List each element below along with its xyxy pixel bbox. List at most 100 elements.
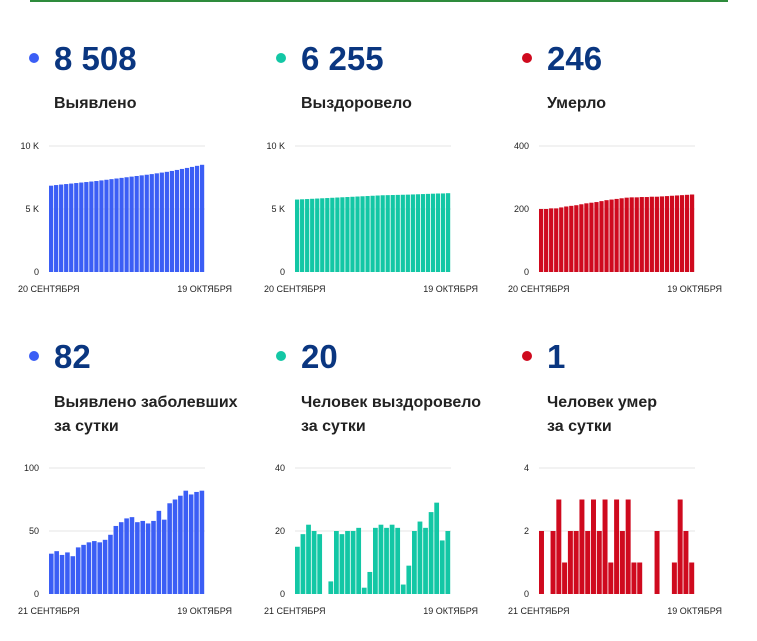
bar: [412, 531, 417, 594]
bar: [59, 184, 64, 272]
bar: [69, 183, 74, 272]
bar: [300, 534, 306, 594]
bar: [384, 527, 389, 594]
bar: [567, 531, 573, 594]
bar: [149, 174, 154, 272]
bar: [435, 193, 441, 272]
bar: [378, 524, 384, 594]
bar: [86, 542, 92, 594]
x-tick-label-start: 20 СЕНТЯБРЯ: [264, 284, 326, 294]
stat-label: Человек умер за сутки: [547, 394, 658, 435]
y-tick-label: 0: [280, 589, 285, 599]
bar: [562, 562, 568, 594]
bar: [428, 512, 434, 594]
stat-value: 1: [547, 338, 566, 375]
x-tick-label-end: 19 ОКТЯБРЯ: [667, 606, 722, 616]
bar: [400, 194, 405, 272]
bar: [345, 531, 350, 594]
bar: [360, 196, 365, 272]
bar: [549, 208, 554, 272]
bar: [637, 562, 643, 594]
bar: [579, 499, 585, 594]
chart-daily-deaths: 0 2 4 21 СЕНТЯБРЯ 19 ОКТЯБРЯ: [508, 463, 722, 616]
bar: [151, 520, 156, 594]
bar: [113, 525, 119, 594]
bar: [325, 198, 330, 272]
bar: [395, 527, 401, 594]
bar: [425, 193, 431, 272]
bar: [591, 499, 596, 594]
bar: [179, 168, 185, 272]
x-tick-label-start: 21 СЕНТЯБРЯ: [508, 606, 570, 616]
bar: [385, 195, 390, 272]
chart-daily-recovered: 0 20 40 21 СЕНТЯБРЯ 19 ОКТЯБРЯ: [264, 463, 478, 616]
bar: [445, 531, 451, 594]
bar: [356, 527, 362, 594]
bar: [689, 562, 695, 594]
bar: [440, 193, 446, 272]
bar: [599, 201, 604, 272]
y-tick-label: 0: [524, 267, 529, 277]
bar: [677, 499, 683, 594]
bar: [145, 523, 151, 594]
bar: [550, 531, 556, 594]
status-dot: [522, 351, 532, 361]
stat-label: Умерло: [547, 95, 606, 112]
bar: [609, 199, 614, 272]
bar: [139, 175, 144, 272]
y-tick-label: 5 K: [271, 204, 285, 214]
bar: [410, 194, 415, 272]
bar: [439, 540, 445, 594]
bar: [395, 194, 400, 272]
bar: [544, 209, 549, 272]
bar: [320, 198, 325, 272]
bar: [664, 196, 670, 272]
bar: [109, 179, 114, 272]
bar: [415, 194, 421, 272]
bar: [569, 205, 574, 272]
bar: [54, 185, 59, 272]
bar: [584, 203, 589, 272]
y-tick-label: 50: [29, 526, 39, 536]
bar: [295, 546, 300, 594]
stat-label: Выявлено заболевших за сутки: [54, 394, 238, 435]
y-tick-label: 0: [280, 267, 285, 277]
bar: [539, 209, 544, 272]
bar: [365, 196, 370, 272]
bar: [614, 198, 619, 272]
bar: [556, 499, 562, 594]
bar: [559, 207, 564, 272]
bar: [614, 499, 620, 594]
bar: [199, 490, 205, 594]
bar: [79, 182, 84, 272]
bar: [596, 531, 602, 594]
bar: [589, 202, 594, 272]
bar: [99, 180, 104, 272]
bar: [54, 551, 59, 594]
bar: [390, 195, 395, 272]
status-dot: [276, 351, 286, 361]
bar: [683, 531, 689, 594]
bar: [104, 179, 109, 272]
bar: [81, 544, 86, 594]
bar: [370, 195, 375, 272]
bar: [94, 181, 99, 272]
bar: [539, 531, 544, 594]
bar: [373, 527, 378, 594]
stat-value: 20: [301, 338, 338, 375]
x-tick-label-start: 21 СЕНТЯБРЯ: [18, 606, 80, 616]
bar: [64, 184, 69, 272]
bar: [156, 510, 162, 594]
bar: [194, 491, 199, 594]
bar: [554, 208, 559, 272]
bar: [159, 172, 164, 272]
bar: [659, 196, 665, 272]
bar: [70, 556, 76, 594]
status-dot: [29, 351, 39, 361]
stat-value: 246: [547, 40, 603, 77]
bar: [300, 199, 305, 272]
chart-total-cases: 0 5 K 10 K 20 СЕНТЯБРЯ 19 ОКТЯБРЯ: [18, 141, 232, 294]
bar: [405, 194, 410, 272]
bar: [188, 494, 194, 594]
bar: [161, 519, 167, 594]
